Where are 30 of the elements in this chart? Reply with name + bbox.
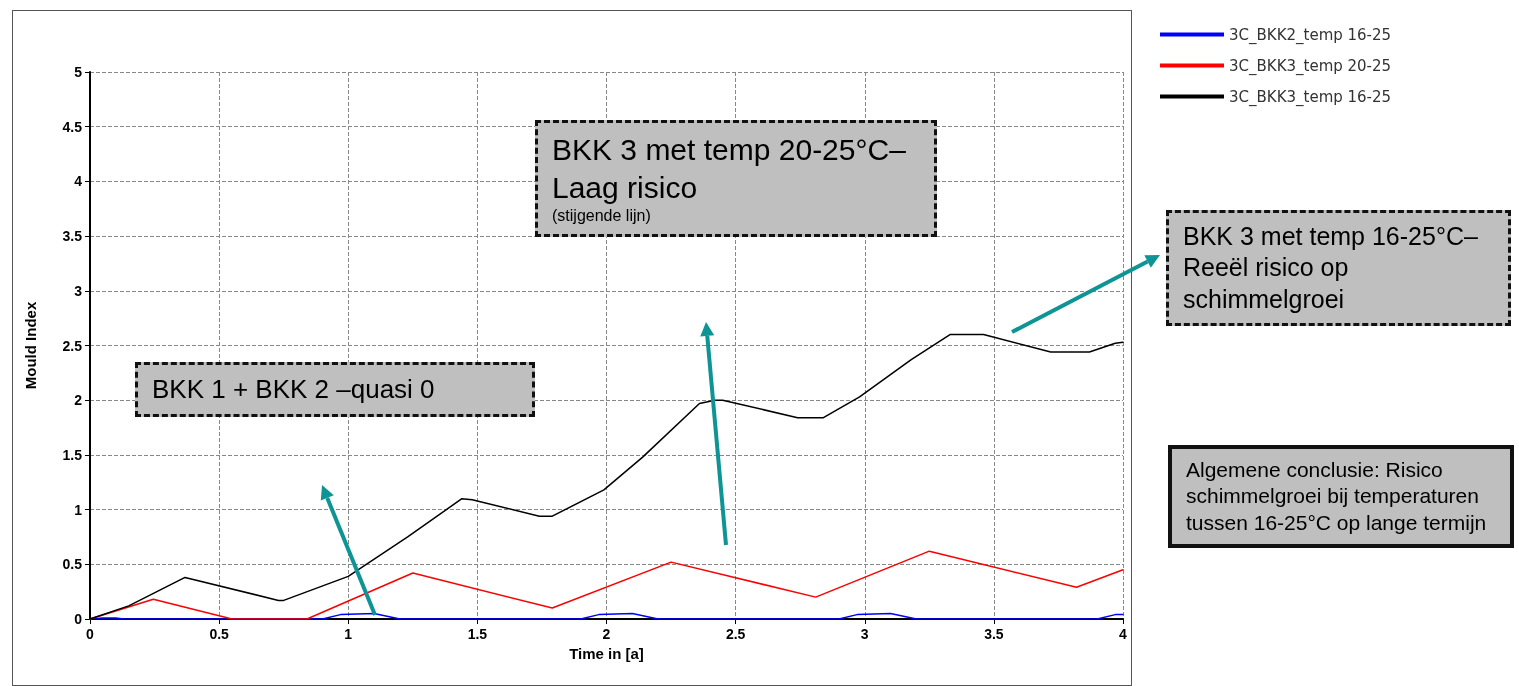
callout-box: Algemene conclusie: Risico schimmelgroei bij temperaturen tussen 16-25°C op lange termijn (1168, 445, 1514, 548)
x-tick-label: 2 (602, 626, 611, 642)
y-tick-label: 1 (74, 501, 83, 518)
x-tick-label: 3.5 (984, 626, 1004, 642)
legend-label: 3C_BKK2_temp 16-25 (1229, 25, 1392, 45)
y-tick-label: 0.5 (62, 556, 83, 573)
x-tick-label: 3 (860, 626, 869, 642)
x-axis-title: Time in [a] (569, 644, 644, 662)
y-tick-label: 2.5 (62, 337, 83, 354)
y-tick-label: 5 (74, 64, 83, 80)
legend-label: 3C_BKK3_temp 16-25 (1229, 87, 1392, 107)
y-tick-label: 3 (74, 282, 83, 299)
y-tick-label: 2 (74, 392, 83, 409)
y-tick-label: 4.5 (62, 118, 83, 135)
callout-box: BKK 3 met temp 20-25°C–Laag risico (stijgende lijn) (535, 120, 937, 237)
y-tick-label: 0 (74, 611, 83, 627)
x-tick-label: 1.5 (467, 626, 488, 642)
callout-box: BKK 3 met temp 16-25°C–Reeël risico op schimmelgroei (1166, 210, 1511, 326)
y-tick-label: 4 (74, 173, 83, 190)
y-axis-title: Mould Index (22, 301, 39, 390)
x-tick-label: 0 (86, 626, 95, 642)
x-tick-label: 2.5 (725, 626, 746, 642)
callout-box: BKK 1 + BKK 2 –quasi 0 (135, 362, 535, 417)
y-tick-label: 1.5 (62, 446, 83, 463)
x-tick-label: 0.5 (209, 626, 230, 642)
x-tick-label: 4 (1119, 626, 1128, 642)
legend-label: 3C_BKK3_temp 20-25 (1229, 56, 1392, 76)
y-tick-label: 3.5 (62, 228, 83, 245)
x-tick-label: 1 (344, 626, 353, 642)
annotation: (stijgende lijn) (552, 206, 652, 226)
